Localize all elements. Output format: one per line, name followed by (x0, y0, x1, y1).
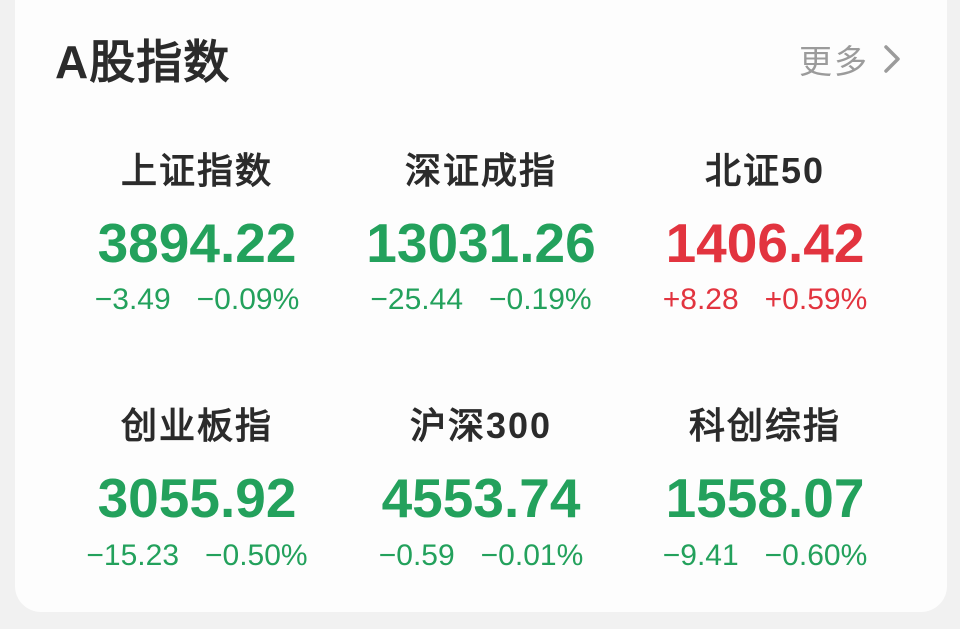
index-name: 沪深300 (409, 405, 553, 447)
index-value: 1406.42 (665, 212, 865, 274)
index-card-chinext[interactable]: 创业板指 3055.92 −15.23 −0.50% (55, 397, 339, 572)
index-card-shenzhen-component[interactable]: 深证成指 13031.26 −25.44 −0.19% (339, 142, 623, 317)
index-change-percent: −0.60% (764, 538, 868, 572)
more-link[interactable]: 更多 (799, 35, 901, 83)
index-value: 3055.92 (97, 467, 297, 530)
index-change-row: −15.23 −0.50% (55, 539, 339, 573)
more-link-label: 更多 (799, 43, 869, 80)
index-card-beijing-50[interactable]: 北证50 1406.42 +8.28 +0.59% (623, 142, 907, 317)
index-change-percent: +0.59% (764, 283, 868, 317)
index-change-percent: −0.09% (196, 283, 300, 317)
index-grid: 上证指数 3894.22 −3.49 −0.09% 深证成指 13031.26 … (15, 142, 947, 573)
index-name: 科创综指 (688, 405, 841, 447)
index-change-row: −3.49 −0.09% (55, 283, 339, 317)
index-change-row: −9.41 −0.60% (623, 539, 907, 573)
index-name: 深证成指 (404, 150, 557, 191)
index-change-row: −25.44 −0.19% (339, 283, 623, 317)
index-change-amount: +8.28 (662, 283, 739, 317)
index-card-csi-300[interactable]: 沪深300 4553.74 −0.59 −0.01% (339, 397, 623, 572)
index-name: 创业板指 (120, 405, 273, 447)
card-header: A股指数 更多 (15, 0, 947, 92)
index-change-amount: −15.23 (86, 538, 179, 572)
index-change-amount: −9.41 (662, 538, 739, 572)
index-card-shanghai-composite[interactable]: 上证指数 3894.22 −3.49 −0.09% (55, 142, 339, 317)
index-name: 北证50 (704, 150, 826, 191)
chevron-right-icon (883, 44, 901, 74)
index-value: 13031.26 (366, 212, 596, 274)
index-change-percent: −0.50% (205, 538, 308, 572)
index-change-percent: −0.19% (489, 283, 592, 317)
page-title: A股指数 (55, 36, 231, 88)
index-name: 上证指数 (120, 150, 273, 191)
index-change-amount: −0.59 (378, 538, 455, 572)
index-value: 4553.74 (381, 467, 581, 530)
index-card-star-composite[interactable]: 科创综指 1558.07 −9.41 −0.60% (623, 397, 907, 572)
index-change-row: +8.28 +0.59% (623, 283, 907, 317)
index-change-percent: −0.01% (480, 538, 584, 572)
index-change-amount: −25.44 (370, 283, 463, 317)
index-value: 1558.07 (665, 467, 865, 530)
index-value: 3894.22 (97, 212, 297, 274)
index-change-row: −0.59 −0.01% (339, 539, 623, 573)
index-change-amount: −3.49 (94, 283, 171, 317)
a-share-index-card: A股指数 更多 上证指数 3894.22 −3.49 −0.09% 深证成指 1… (15, 0, 947, 612)
